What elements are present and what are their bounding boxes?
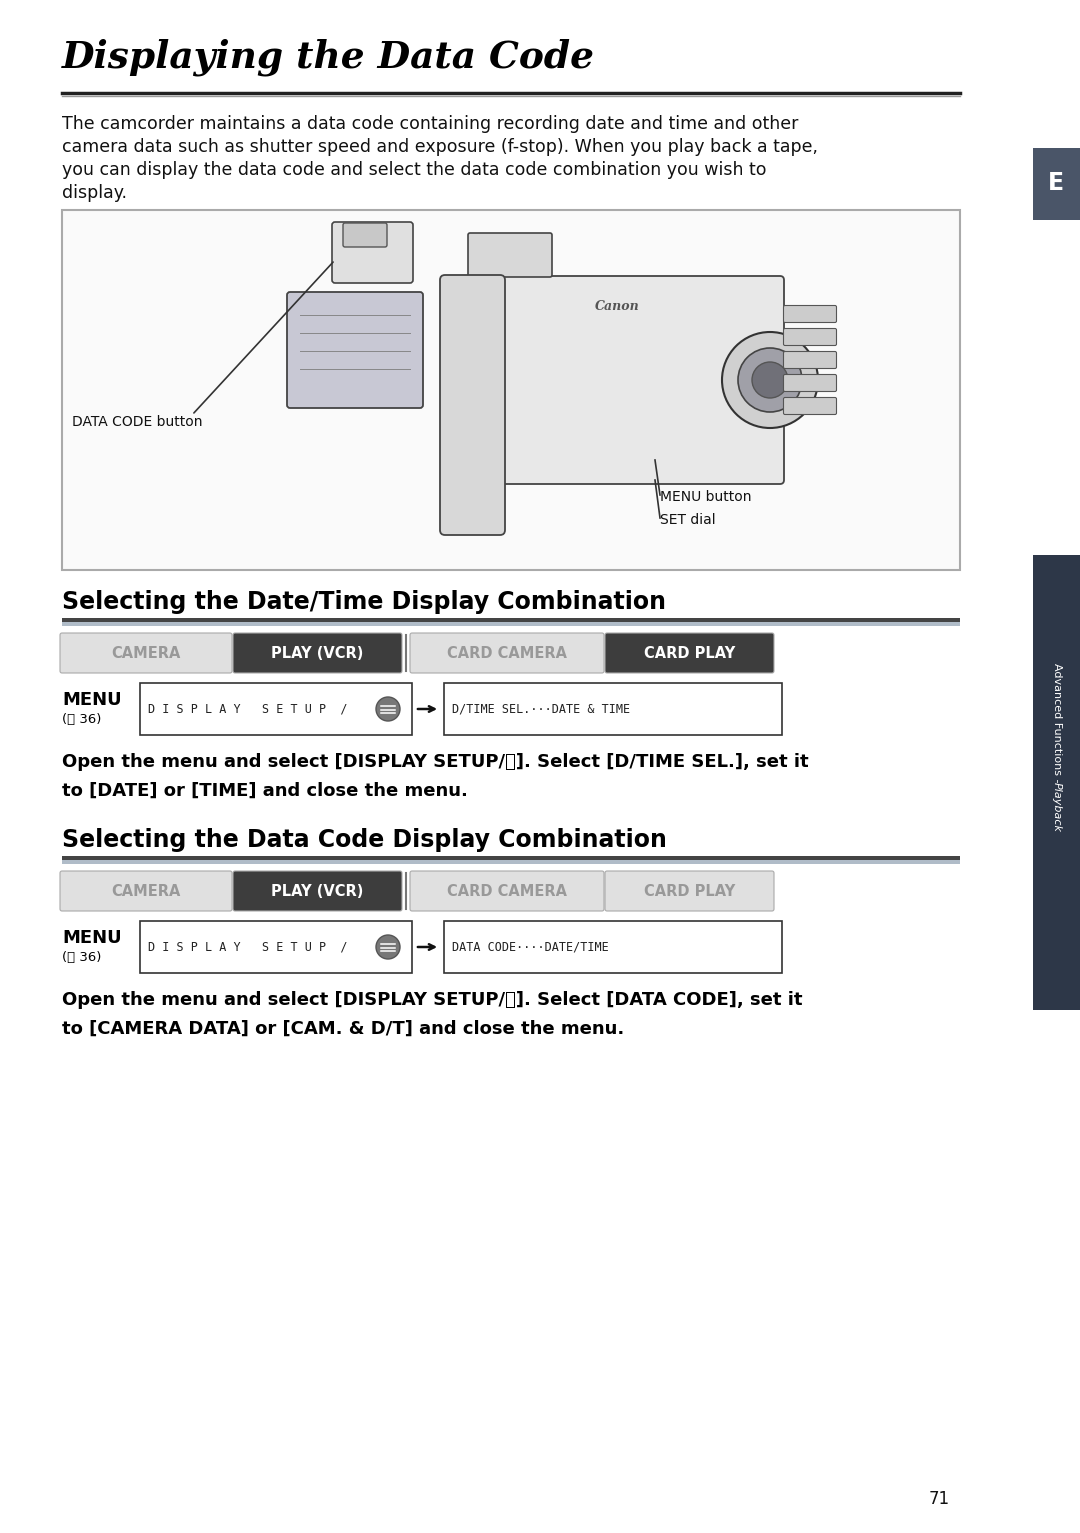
- FancyBboxPatch shape: [410, 633, 604, 673]
- Text: Selecting the Data Code Display Combination: Selecting the Data Code Display Combinat…: [62, 828, 666, 852]
- Text: (⧄ 36): (⧄ 36): [62, 713, 102, 727]
- Bar: [444, 684, 782, 734]
- Text: D I S P L A Y   S E T U P  /: D I S P L A Y S E T U P /: [148, 702, 348, 716]
- FancyBboxPatch shape: [343, 222, 387, 247]
- Text: CARD PLAY: CARD PLAY: [644, 645, 735, 661]
- Text: D I S P L A Y   S E T U P  /: D I S P L A Y S E T U P /: [148, 941, 348, 954]
- Bar: [444, 921, 782, 973]
- Text: Advanced Functions -: Advanced Functions -: [1052, 662, 1062, 782]
- Circle shape: [738, 348, 802, 412]
- FancyBboxPatch shape: [783, 374, 837, 391]
- Text: Playback: Playback: [1052, 782, 1062, 832]
- FancyBboxPatch shape: [783, 328, 837, 345]
- Text: PLAY (VCR): PLAY (VCR): [271, 883, 364, 898]
- FancyBboxPatch shape: [410, 871, 604, 911]
- Bar: [62, 860, 960, 865]
- Text: Canon: Canon: [595, 300, 639, 313]
- Bar: [62, 618, 960, 622]
- Text: CAMERA: CAMERA: [111, 645, 180, 661]
- Text: 71: 71: [929, 1490, 950, 1508]
- FancyBboxPatch shape: [233, 871, 402, 911]
- Bar: [62, 622, 960, 625]
- FancyBboxPatch shape: [332, 222, 413, 284]
- Text: DATA CODE····DATE/TIME: DATA CODE····DATE/TIME: [453, 941, 609, 954]
- FancyBboxPatch shape: [60, 633, 232, 673]
- Text: you can display the data code and select the data code combination you wish to: you can display the data code and select…: [62, 161, 767, 179]
- Text: MENU: MENU: [62, 691, 122, 708]
- Bar: [1032, 555, 1080, 1010]
- Text: (⧄ 36): (⧄ 36): [62, 950, 102, 964]
- FancyBboxPatch shape: [446, 276, 784, 484]
- FancyBboxPatch shape: [468, 233, 552, 277]
- Text: CARD CAMERA: CARD CAMERA: [447, 645, 567, 661]
- Circle shape: [376, 698, 400, 721]
- Bar: [140, 921, 411, 973]
- Text: The camcorder maintains a data code containing recording date and time and other: The camcorder maintains a data code cont…: [62, 115, 798, 133]
- Text: E: E: [1048, 172, 1064, 195]
- Text: Selecting the Date/Time Display Combination: Selecting the Date/Time Display Combinat…: [62, 590, 666, 615]
- Bar: [1032, 149, 1080, 218]
- Text: camera data such as shutter speed and exposure (f-stop). When you play back a ta: camera data such as shutter speed and ex…: [62, 138, 818, 156]
- FancyBboxPatch shape: [233, 633, 402, 673]
- Text: Open the menu and select [DISPLAY SETUP/Ⓔ]. Select [DATA CODE], set it
to [CAMER: Open the menu and select [DISPLAY SETUP/…: [62, 990, 802, 1038]
- Text: Open the menu and select [DISPLAY SETUP/Ⓔ]. Select [D/TIME SEL.], set it
to [DAT: Open the menu and select [DISPLAY SETUP/…: [62, 753, 809, 800]
- FancyBboxPatch shape: [440, 274, 505, 535]
- Text: display.: display.: [62, 184, 127, 202]
- Circle shape: [723, 333, 818, 428]
- FancyBboxPatch shape: [783, 351, 837, 368]
- Text: CARD PLAY: CARD PLAY: [644, 883, 735, 898]
- Text: DATA CODE button: DATA CODE button: [72, 415, 203, 429]
- Text: CARD CAMERA: CARD CAMERA: [447, 883, 567, 898]
- FancyBboxPatch shape: [605, 871, 774, 911]
- Bar: [140, 684, 411, 734]
- Text: MENU: MENU: [62, 929, 122, 947]
- FancyBboxPatch shape: [605, 633, 774, 673]
- Text: MENU button: MENU button: [660, 491, 752, 504]
- Text: Displaying the Data Code: Displaying the Data Code: [62, 38, 595, 75]
- Circle shape: [376, 935, 400, 960]
- Bar: [62, 210, 960, 570]
- Text: CAMERA: CAMERA: [111, 883, 180, 898]
- Text: SET dial: SET dial: [660, 514, 716, 527]
- FancyBboxPatch shape: [287, 291, 423, 408]
- Bar: [1032, 150, 1080, 221]
- FancyBboxPatch shape: [60, 871, 232, 911]
- Text: PLAY (VCR): PLAY (VCR): [271, 645, 364, 661]
- FancyBboxPatch shape: [783, 305, 837, 322]
- Text: D/TIME SEL.···DATE & TIME: D/TIME SEL.···DATE & TIME: [453, 702, 630, 716]
- Bar: [1032, 150, 1080, 221]
- Bar: [62, 855, 960, 860]
- Circle shape: [752, 362, 788, 399]
- FancyBboxPatch shape: [783, 397, 837, 414]
